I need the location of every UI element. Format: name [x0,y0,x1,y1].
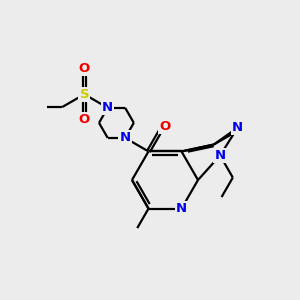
Text: N: N [120,131,131,144]
Text: N: N [102,101,113,114]
Text: O: O [159,120,170,133]
Text: O: O [79,62,90,75]
Text: N: N [176,202,187,215]
Text: O: O [79,113,90,126]
Text: N: N [214,149,226,162]
Text: S: S [80,88,89,101]
Text: N: N [232,121,243,134]
